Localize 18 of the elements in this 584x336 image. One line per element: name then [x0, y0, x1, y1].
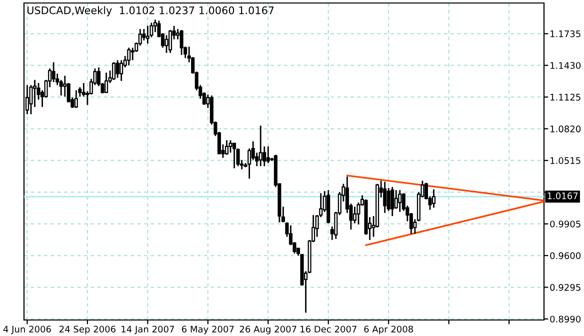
x-tick-label: 14 Jan 2007 [122, 326, 174, 334]
ref-line-label: 1.0167 [548, 192, 578, 200]
y-tick-label: 0.8990 [550, 316, 581, 323]
x-tick-label: 16 Dec 2007 [300, 326, 356, 333]
y-tick-label: 0.9295 [550, 284, 580, 291]
y-tick-label: 0.9905 [550, 220, 580, 228]
x-tick-label: 4 Jun 2006 [3, 326, 51, 334]
x-tick-label: 6 Apr 2008 [364, 326, 414, 334]
x-tick-label: 24 Sep 2006 [60, 326, 116, 334]
y-tick-label: 1.0820 [550, 125, 581, 132]
y-tick-label: 1.0515 [550, 157, 580, 164]
y-tick-label: 1.1125 [550, 94, 580, 101]
x-tick-label: 6 May 2007 [182, 326, 234, 334]
y-tick-label: 1.1430 [550, 62, 581, 69]
chart-title: USDCAD,Weekly 1.0102 1.0237 1.0060 1.0167 [28, 6, 274, 16]
y-tick-label: 0.9600 [550, 252, 581, 260]
x-tick-label: 26 Aug 2007 [240, 326, 296, 334]
y-tick-label: 1.1735 [550, 30, 580, 38]
